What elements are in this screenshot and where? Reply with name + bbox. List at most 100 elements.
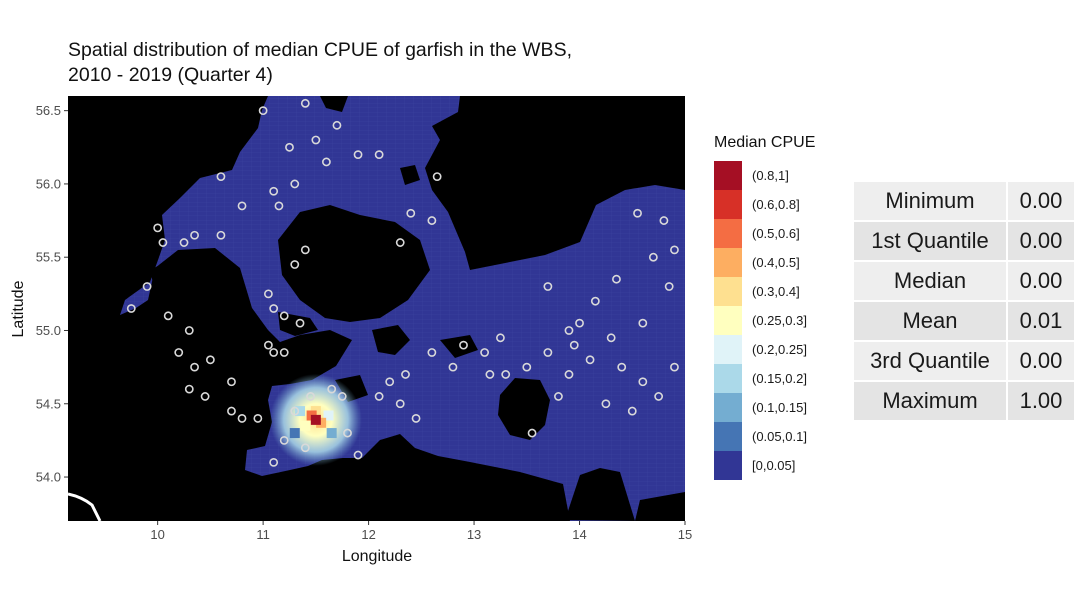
summary-stats-table: Minimum 0.00 1st Quantile 0.00 Median 0.00 Mea… (854, 182, 1076, 422)
haul-point (205, 355, 215, 365)
stat-value: 1.00 (1008, 382, 1076, 422)
haul-point (427, 348, 437, 357)
legend-swatch (714, 451, 742, 480)
stat-name: 1st Quantile (854, 222, 1008, 262)
haul-point (648, 252, 658, 262)
haul-point (163, 311, 173, 321)
legend-item: (0.5,0.6] (714, 219, 815, 248)
haul-point (126, 304, 136, 313)
hotspot-cell (323, 410, 334, 421)
haul-point (385, 377, 395, 387)
haul-point (638, 377, 648, 387)
legend-label: [0,0.05] (752, 458, 796, 473)
legend-label: (0.3,0.4] (752, 284, 800, 299)
stat-name: Mean (854, 302, 1008, 342)
haul-point (343, 428, 352, 438)
legend-item: (0.15,0.2] (714, 364, 815, 393)
haul-point (279, 311, 289, 321)
land-masses (150, 96, 635, 521)
legend-item: (0.25,0.3] (714, 306, 815, 335)
legend-item: (0.4,0.5] (714, 248, 815, 277)
haul-point (290, 179, 300, 189)
x-axis: 10 11 12 13 14 15 (150, 521, 692, 542)
haul-point (601, 399, 611, 409)
legend-swatch (714, 219, 742, 248)
hotspot-cell (295, 406, 306, 417)
haul-point (395, 238, 405, 247)
stat-value: 0.00 (1008, 222, 1076, 262)
legend-label: (0.8,1] (752, 168, 789, 183)
cpue-hotspot (269, 373, 362, 466)
stats-row: Median 0.00 (854, 262, 1076, 302)
haul-point (353, 150, 363, 160)
legend-label: (0.4,0.5] (752, 255, 800, 270)
haul-point (237, 201, 247, 211)
legend-swatch (714, 161, 742, 190)
haul-point (543, 348, 553, 357)
haul-point (227, 406, 236, 416)
chart-title-line-2: 2010 - 2019 (Quarter 4) (68, 64, 273, 86)
haul-point (670, 362, 679, 372)
haul-point (153, 223, 163, 233)
y-tick-label: 56.0 (36, 176, 61, 191)
haul-point (374, 150, 384, 160)
haul-point (269, 348, 279, 357)
haul-point (427, 216, 437, 225)
legend-item: (0.6,0.8] (714, 190, 815, 219)
haul-point (184, 384, 194, 394)
haul-point (432, 172, 442, 182)
haul-point (300, 245, 310, 255)
haul-point (190, 362, 199, 372)
hotspot-cell (300, 420, 311, 431)
haul-point (638, 318, 648, 328)
legend-swatch (714, 364, 742, 393)
haul-points (126, 98, 679, 467)
hotspot-cell (310, 414, 321, 425)
haul-point (590, 296, 600, 306)
y-tick-label: 55.0 (36, 323, 61, 338)
legend-label: (0.2,0.25] (752, 342, 807, 357)
x-tick-label: 13 (467, 527, 481, 542)
haul-point (659, 216, 669, 225)
haul-point (374, 392, 384, 401)
haul-point (527, 428, 537, 438)
haul-point (216, 172, 226, 182)
haul-point (237, 414, 247, 423)
x-axis-title: Longitude (342, 548, 412, 565)
haul-point (501, 370, 511, 379)
haul-point (617, 362, 627, 372)
legend-item: (0.8,1] (714, 161, 815, 190)
chart-title: Spatial distribution of median CPUE of g… (68, 38, 572, 88)
haul-point (258, 106, 268, 116)
hotspot-cell (326, 428, 337, 439)
haul-point (459, 340, 468, 350)
stats-row: 1st Quantile 0.00 (854, 222, 1076, 262)
legend: Median CPUE (0.8,1] (0.6,0.8] (0.5,0.6] (0.… (714, 134, 815, 480)
haul-point (263, 340, 273, 350)
stats-row: Mean 0.01 (854, 302, 1076, 342)
haul-point (448, 362, 458, 372)
map-panel (68, 96, 685, 521)
haul-point (522, 362, 532, 372)
haul-point (279, 435, 289, 445)
haul-point (142, 282, 152, 291)
haul-point (174, 348, 184, 357)
legend-item: (0.3,0.4] (714, 277, 815, 306)
haul-point (353, 450, 363, 460)
haul-point (306, 392, 315, 401)
haul-point (300, 443, 310, 453)
x-tick-label: 14 (572, 527, 586, 542)
haul-point (627, 406, 637, 416)
haul-point (290, 406, 300, 416)
hotspot-cell (316, 417, 327, 428)
haul-point (311, 135, 321, 145)
y-tick-label: 55.5 (36, 250, 61, 265)
haul-point (564, 370, 574, 379)
y-tick-label: 54.0 (36, 470, 61, 485)
haul-point (216, 230, 226, 240)
y-tick-label: 56.5 (36, 103, 61, 118)
haul-point (401, 370, 410, 379)
legend-swatch (714, 422, 742, 451)
haul-point (290, 260, 300, 269)
